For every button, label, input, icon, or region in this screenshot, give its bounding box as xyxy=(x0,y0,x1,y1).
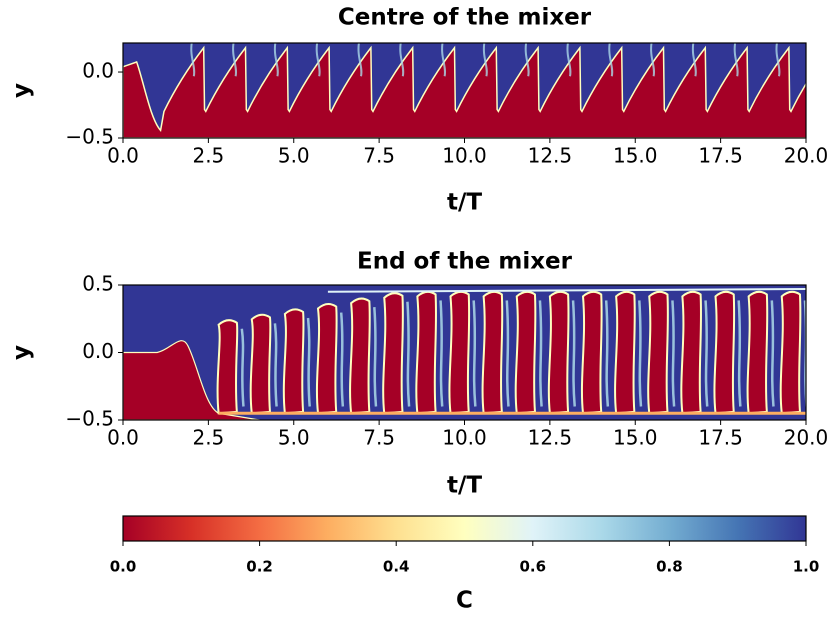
field-region xyxy=(123,45,806,138)
field-band xyxy=(647,290,669,415)
field-streak xyxy=(604,300,610,407)
field-streak xyxy=(406,301,411,407)
field-band xyxy=(713,290,736,415)
heatmap-field xyxy=(123,43,821,138)
field-streak xyxy=(273,323,278,407)
x-tick-label: 17.5 xyxy=(698,426,743,450)
field-streak xyxy=(737,300,742,407)
field-streak xyxy=(472,300,477,407)
field-band xyxy=(547,290,570,415)
field-band xyxy=(580,290,603,415)
colorbar-tick-label: 1.0 xyxy=(793,558,820,576)
field-band xyxy=(315,303,338,415)
x-tick-label: 7.5 xyxy=(363,426,395,450)
field-streak xyxy=(538,300,543,407)
field-band xyxy=(614,290,636,415)
x-axis-label: t/T xyxy=(447,190,482,216)
y-tick-label: 0.5 xyxy=(82,272,114,296)
field-streak xyxy=(818,43,821,76)
field-streak xyxy=(373,307,378,407)
field-band xyxy=(249,313,272,415)
field-band xyxy=(282,308,305,415)
y-axis-label: y xyxy=(9,345,35,360)
x-tick-label: 10.0 xyxy=(442,144,487,168)
colorbar-label: C xyxy=(456,588,473,614)
chart-title: End of the mixer xyxy=(357,249,573,275)
heatmap-field xyxy=(123,285,806,420)
field-edge xyxy=(327,288,806,293)
field-streak xyxy=(505,300,510,407)
colorbar xyxy=(122,515,807,542)
field-streak xyxy=(232,43,238,77)
field-region xyxy=(123,340,260,420)
field-streak xyxy=(190,43,196,77)
field-streak xyxy=(240,328,245,407)
x-tick-label: 17.5 xyxy=(698,144,743,168)
field-streak xyxy=(441,43,447,77)
field-band xyxy=(448,290,471,415)
field-band xyxy=(746,290,769,415)
field-band xyxy=(514,290,537,415)
field-streak xyxy=(608,43,614,77)
x-axis-label: t/T xyxy=(447,473,482,499)
colorbar-tick-label: 0.8 xyxy=(656,558,683,576)
colorbar-tick-label: 0.2 xyxy=(246,558,273,576)
y-tick-label: 0.0 xyxy=(82,339,114,363)
field-streak xyxy=(439,300,444,407)
field-streak xyxy=(671,300,676,407)
field-band xyxy=(779,290,802,415)
x-tick-label: 5.0 xyxy=(278,426,310,450)
field-streak xyxy=(650,43,656,77)
x-tick-label: 5.0 xyxy=(278,144,310,168)
field-streak xyxy=(770,300,775,407)
field-streak xyxy=(339,312,345,407)
field-band xyxy=(382,292,404,415)
field-streak xyxy=(315,43,321,77)
x-tick-label: 0.0 xyxy=(107,426,139,450)
field-streak xyxy=(357,43,363,77)
field-streak xyxy=(399,43,405,77)
field-streak xyxy=(704,300,709,407)
x-tick-label: 15.0 xyxy=(613,144,658,168)
x-tick-label: 2.5 xyxy=(192,426,224,450)
field-band xyxy=(349,297,371,415)
x-tick-label: 15.0 xyxy=(613,426,658,450)
y-tick-label: −0.5 xyxy=(65,125,114,149)
field-band xyxy=(216,319,239,415)
field-streak xyxy=(638,300,643,407)
field-band xyxy=(680,290,703,415)
y-tick-label: 0.0 xyxy=(82,59,114,83)
y-axis-label: y xyxy=(9,83,35,98)
field-band xyxy=(415,290,438,415)
field-band xyxy=(481,290,504,415)
x-tick-label: 7.5 xyxy=(363,144,395,168)
x-tick-label: 0.0 xyxy=(107,144,139,168)
colorbar-tick-label: 0.0 xyxy=(110,558,137,576)
x-tick-label: 20.0 xyxy=(784,426,829,450)
field-streak xyxy=(571,300,576,407)
x-tick-label: 20.0 xyxy=(784,144,829,168)
field-streak xyxy=(733,43,739,77)
field-streak xyxy=(524,43,530,77)
field-streak xyxy=(306,317,311,407)
field-streak xyxy=(691,43,697,77)
colorbar-tick-label: 0.6 xyxy=(520,558,547,576)
field-streak xyxy=(775,43,781,77)
field-streak xyxy=(566,43,572,77)
x-tick-label: 12.5 xyxy=(528,426,573,450)
x-tick-label: 2.5 xyxy=(192,144,224,168)
colorbar-tick-label: 0.4 xyxy=(383,558,410,576)
chart-title: Centre of the mixer xyxy=(338,5,592,31)
x-tick-label: 10.0 xyxy=(442,426,487,450)
field-streak xyxy=(273,43,279,77)
field-streak xyxy=(482,43,488,77)
x-tick-label: 12.5 xyxy=(528,144,573,168)
y-tick-label: −0.5 xyxy=(65,407,114,431)
